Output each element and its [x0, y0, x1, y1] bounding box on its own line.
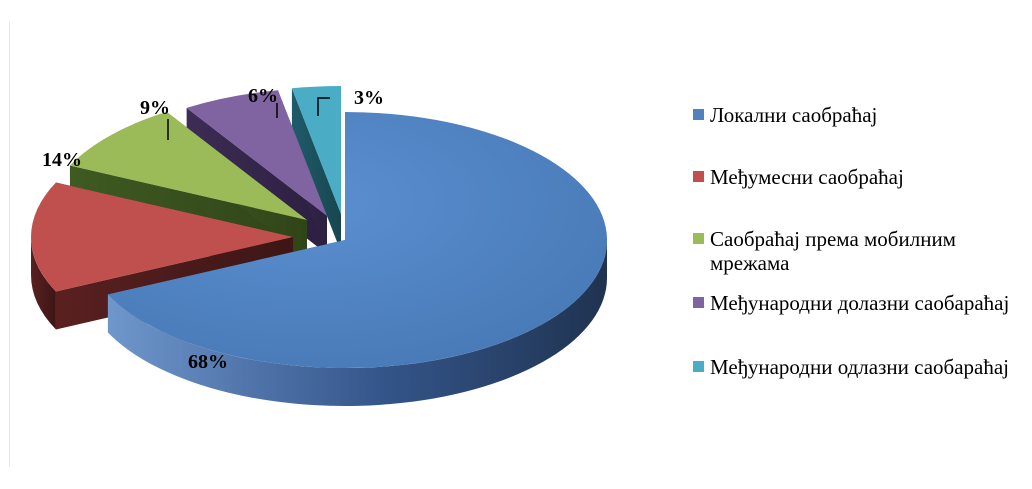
legend-label-local: Локални саобраћај [710, 103, 878, 127]
data-label-intl-outgoing: 3% [354, 87, 384, 109]
legend-swatch-intl-incoming [693, 297, 704, 308]
leader-line-intl-outgoing [317, 97, 330, 116]
legend-item-local: Локални саобраћај [693, 103, 1023, 127]
legend-label-intl-incoming: Међународни долазни саобараћај [710, 291, 1010, 315]
legend-swatch-local [693, 109, 704, 120]
pie-slice-local [107, 112, 608, 407]
legend-swatch-intl-outgoing [693, 361, 704, 372]
legend-label-intercity: Међумесни саобраћај [710, 165, 904, 189]
legend-label-mobile: Саобраћај према мобилним мрежама [710, 227, 956, 275]
frame-border [9, 22, 10, 467]
pie-slice-intl-outgoing [291, 86, 341, 252]
legend-swatch-mobile [693, 233, 704, 244]
legend-item-intl-outgoing: Међународни одлазни саобараћај [693, 355, 1023, 379]
data-label-mobile: 9% [140, 97, 170, 119]
data-label-intl-incoming: 6% [248, 85, 278, 107]
data-label-local: 68% [188, 351, 228, 373]
legend-item-mobile: Саобраћај према мобилним мрежама [693, 227, 1023, 275]
data-label-intercity: 14% [42, 149, 82, 171]
legend-item-intercity: Међумесни саобраћај [693, 165, 1023, 189]
legend-label-intl-outgoing: Међународни одлазни саобараћај [710, 355, 1010, 379]
legend-item-intl-incoming: Међународни долазни саобараћај [693, 291, 1023, 315]
legend-swatch-intercity [693, 171, 704, 182]
